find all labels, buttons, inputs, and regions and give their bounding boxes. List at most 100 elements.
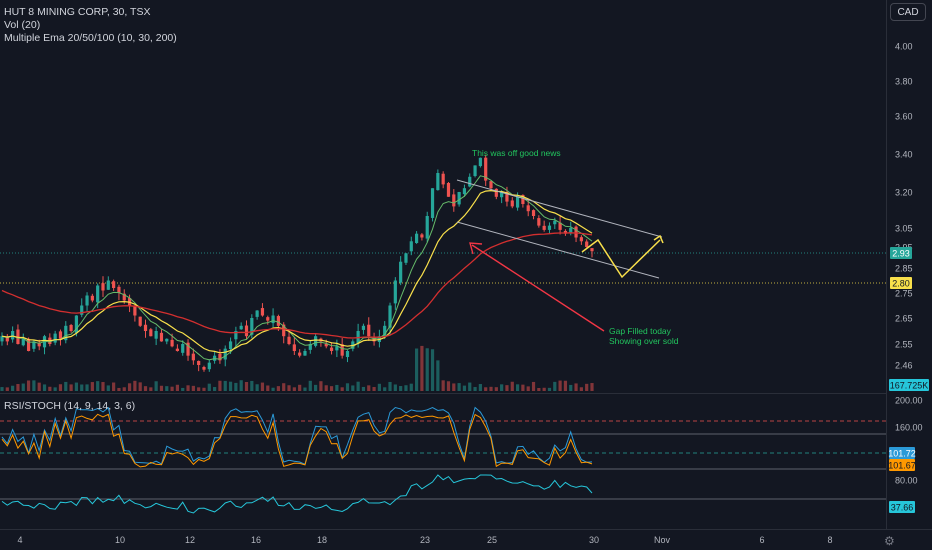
- volume-bar: [181, 387, 185, 391]
- volume-bar: [484, 387, 488, 391]
- candle-body: [74, 315, 79, 334]
- time-tick-label: 30: [589, 535, 599, 545]
- candle-body: [271, 315, 275, 324]
- candle-body: [579, 237, 583, 242]
- candle-body: [489, 181, 493, 189]
- volume-bar: [37, 382, 41, 391]
- candle-body: [585, 241, 589, 247]
- volume-bar: [112, 382, 116, 391]
- volume-bar: [127, 383, 132, 391]
- candle-body: [340, 344, 344, 356]
- candle-body: [202, 367, 206, 370]
- svg-text:2.80: 2.80: [892, 279, 910, 289]
- candle-body: [250, 318, 254, 335]
- annotation-oversold[interactable]: Showing over sold: [609, 336, 679, 346]
- candle-body: [64, 325, 68, 341]
- price-tick-label: 2.46: [895, 361, 913, 371]
- candle-body: [372, 337, 376, 342]
- candle-body: [5, 337, 9, 342]
- symbol-legend[interactable]: HUT 8 MINING CORP, 30, TSX: [4, 6, 151, 18]
- volume-bar: [425, 348, 429, 391]
- volume-bar: [547, 387, 552, 391]
- annotation-good-news[interactable]: This was off good news: [472, 148, 561, 158]
- volume-bar: [255, 384, 259, 391]
- volume-bar: [138, 382, 142, 391]
- red-arrow-drawing[interactable]: [469, 242, 605, 332]
- svg-text:167.725K: 167.725K: [890, 381, 929, 391]
- candle-body: [468, 176, 472, 187]
- candle-body: [329, 347, 334, 351]
- volume-bar: [64, 381, 68, 391]
- volume-bar: [218, 380, 222, 391]
- volume-bar: [260, 382, 265, 391]
- volume-bar: [90, 382, 94, 391]
- stoch-d-line: [1, 413, 593, 468]
- candle-body: [563, 230, 568, 234]
- candle-body: [303, 351, 307, 356]
- candle-body: [244, 325, 249, 337]
- volume-legend[interactable]: Vol (20): [4, 19, 41, 31]
- candle-body: [510, 200, 514, 207]
- volume-bar: [457, 383, 461, 391]
- candle-body: [276, 316, 280, 326]
- oscillator-legend[interactable]: RSI/STOCH (14, 9, 14, 3, 6): [4, 400, 136, 412]
- volume-bar: [106, 385, 110, 391]
- candle-body: [143, 324, 148, 331]
- volume-bar: [287, 385, 291, 391]
- candle-body: [494, 188, 498, 197]
- time-tick-label: 16: [251, 535, 261, 545]
- gear-icon[interactable]: ⚙: [884, 534, 895, 548]
- candle-body: [399, 261, 403, 283]
- price-tick-label: 3.80: [895, 77, 913, 87]
- candle-body: [446, 182, 451, 197]
- channel-drawing: [456, 179, 664, 279]
- candle-body: [53, 333, 57, 343]
- candle-body: [239, 325, 243, 330]
- rsi-line: [1, 474, 593, 514]
- candle-body: [590, 248, 594, 252]
- osc-tick-label: 80.00: [895, 476, 918, 486]
- annotation-gap-filled[interactable]: Gap Filled today: [609, 326, 672, 336]
- candle-body: [138, 316, 142, 326]
- volume-bar: [420, 345, 424, 391]
- volume-bar: [213, 387, 217, 391]
- ema-slow-line: [1, 232, 593, 339]
- volume-bar: [500, 384, 504, 391]
- volume-bar: [11, 385, 15, 391]
- candle-body: [569, 228, 573, 233]
- candle-body: [282, 324, 286, 337]
- candle-body: [186, 342, 190, 356]
- osc-value-label-teal: 37.66: [889, 501, 915, 513]
- volume-bar: [569, 384, 573, 391]
- price-tick-label: 2.65: [895, 314, 913, 324]
- candle-body: [149, 329, 153, 337]
- volume-bar: [340, 387, 344, 391]
- volume-bar: [117, 387, 121, 391]
- candle-body: [106, 280, 110, 290]
- volume-bar: [207, 383, 211, 391]
- volume-bar: [133, 380, 137, 391]
- volume-bar: [244, 381, 249, 391]
- volume-bar: [329, 386, 334, 391]
- time-tick-label: 25: [487, 535, 497, 545]
- price-tick-label: 3.60: [895, 112, 913, 122]
- candle-body: [292, 344, 296, 351]
- time-tick-label: 10: [115, 535, 125, 545]
- grid: [0, 252, 886, 284]
- volume-bar: [489, 386, 493, 391]
- currency-button[interactable]: CAD: [890, 3, 926, 21]
- volume-bar: [276, 386, 280, 391]
- volume-bar: [143, 386, 148, 391]
- volume-bar: [345, 383, 350, 391]
- volume-bar: [590, 383, 594, 391]
- candle-body: [452, 194, 456, 207]
- candle-body: [159, 332, 164, 342]
- oscillator-pane: [0, 406, 886, 514]
- candle-body: [298, 352, 302, 356]
- ema-legend[interactable]: Multiple Ema 20/50/100 (10, 30, 200): [4, 32, 177, 44]
- svg-text:37.66: 37.66: [891, 503, 914, 513]
- volume-bar: [468, 382, 472, 391]
- volume-bar: [85, 384, 89, 391]
- candle-body: [101, 283, 105, 291]
